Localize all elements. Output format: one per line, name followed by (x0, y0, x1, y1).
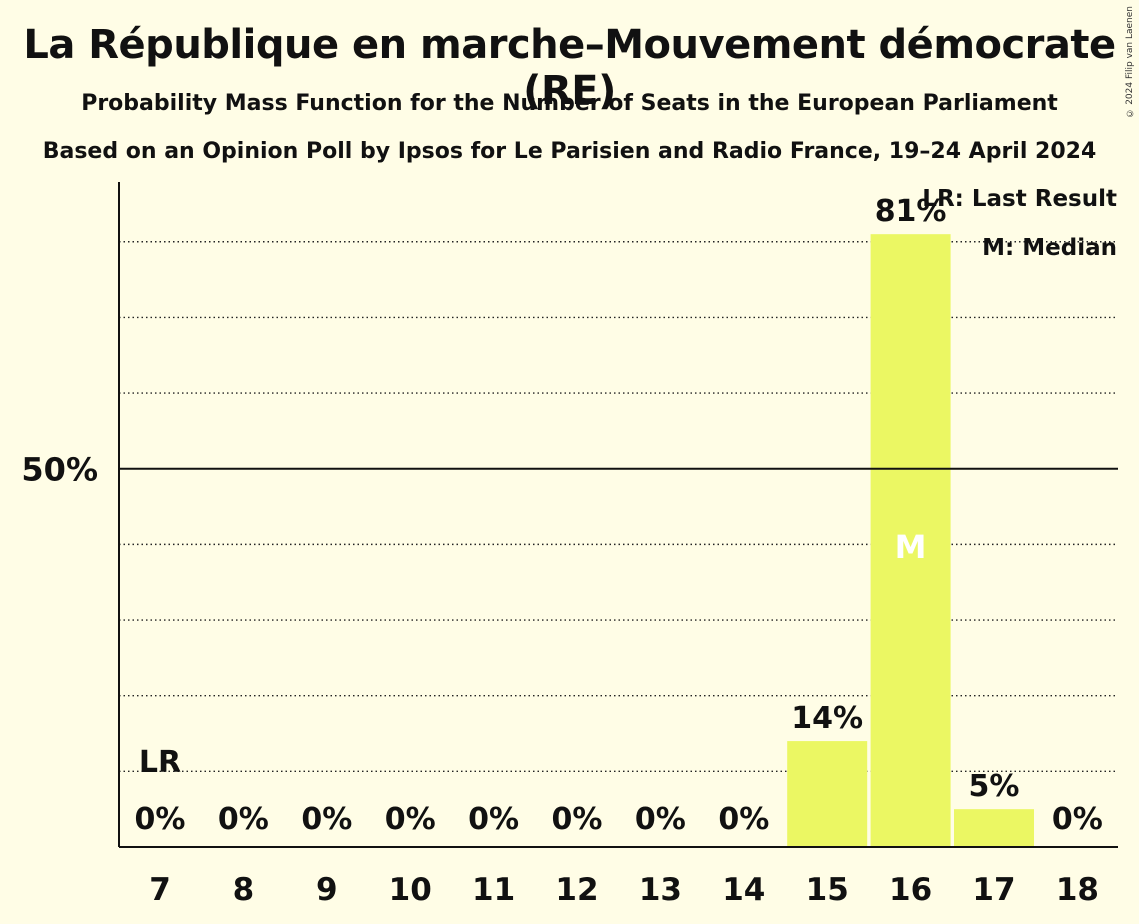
x-tick-label: 12 (555, 872, 598, 908)
value-label: 0% (718, 802, 769, 837)
y-tick-label: 50% (21, 451, 98, 489)
chart-title: La République en marche–Mouvement démocr… (23, 22, 1116, 114)
legend-last-result: LR: Last Result (922, 186, 1117, 212)
value-label: 0% (135, 802, 186, 837)
x-tick-label: 8 (233, 872, 255, 908)
value-label: 0% (635, 802, 686, 837)
value-label: 0% (552, 802, 603, 837)
chart-source-line: Based on an Opinion Poll by Ipsos for Le… (42, 139, 1097, 164)
x-tick-label: 17 (972, 872, 1015, 908)
bar-15 (787, 741, 868, 847)
value-label: 0% (385, 802, 436, 837)
value-label: 0% (218, 802, 269, 837)
chart-subtitle: Probability Mass Function for the Number… (81, 91, 1058, 116)
value-label: 0% (1052, 802, 1103, 837)
value-label: 0% (468, 802, 519, 837)
x-tick-label: 18 (1056, 872, 1099, 908)
value-label: 14% (791, 701, 863, 736)
last-result-marker: LR (139, 745, 181, 780)
x-tick-label: 7 (149, 872, 171, 908)
bar-16 (870, 234, 951, 848)
legend-median: M: Median (982, 235, 1117, 261)
value-label: 81% (875, 194, 947, 229)
x-tick-label: 10 (389, 872, 432, 908)
bar-17 (954, 809, 1034, 847)
x-tick-label: 16 (889, 872, 932, 908)
value-label: 5% (969, 769, 1020, 804)
x-tick-label: 13 (639, 872, 682, 908)
x-tick-label: 14 (722, 872, 765, 908)
x-tick-label: 11 (472, 872, 515, 908)
x-tick-label: 9 (316, 872, 338, 908)
x-tick-label: 15 (806, 872, 849, 908)
median-marker: M (895, 528, 927, 566)
value-label: 0% (301, 802, 352, 837)
